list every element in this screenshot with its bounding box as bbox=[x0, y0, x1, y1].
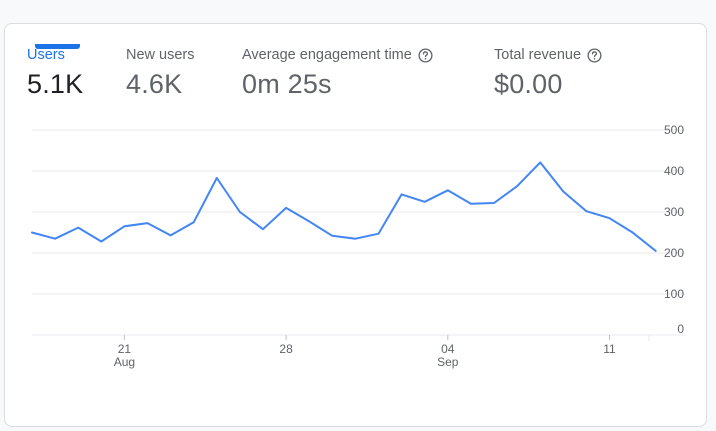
metric-tab-new-users[interactable]: New users 4.6K bbox=[126, 47, 195, 100]
y-tick-label: 500 bbox=[664, 123, 684, 137]
x-tick-label: 04 bbox=[441, 342, 455, 356]
users-overview-card: Users 5.1K New users 4.6K Average engage… bbox=[4, 23, 707, 427]
metric-value: 4.6K bbox=[126, 69, 183, 99]
y-tick-label: 400 bbox=[664, 164, 684, 178]
metric-label: Users bbox=[27, 47, 65, 63]
metric-tab-total-revenue[interactable]: Total revenue $0.00 bbox=[494, 47, 602, 100]
metric-value: 0m 25s bbox=[242, 69, 332, 99]
x-tick-label: 11 bbox=[603, 342, 616, 356]
x-tick-label: 28 bbox=[279, 342, 293, 356]
x-tick-label: 21 bbox=[118, 342, 132, 356]
metric-value: 5.1K bbox=[27, 69, 84, 99]
metric-label: Average engagement time bbox=[242, 47, 433, 63]
y-tick-label: 200 bbox=[664, 246, 684, 260]
active-tab-indicator bbox=[35, 44, 80, 49]
x-tick-sublabel: Aug bbox=[114, 355, 135, 369]
metric-label: New users bbox=[126, 47, 195, 63]
x-tick-sublabel: Sep bbox=[437, 355, 459, 369]
metric-tab-average-engagement-time[interactable]: Average engagement time 0m 25s bbox=[242, 47, 433, 100]
metric-label: Total revenue bbox=[494, 47, 602, 63]
y-tick-label: 0 bbox=[677, 322, 684, 336]
help-circle-icon[interactable] bbox=[418, 47, 433, 63]
metric-tab-users[interactable]: Users 5.1K bbox=[27, 47, 83, 100]
y-tick-label: 100 bbox=[664, 287, 684, 301]
metric-value: $0.00 bbox=[494, 69, 563, 99]
series-line bbox=[31, 161, 657, 252]
y-tick-label: 300 bbox=[664, 205, 684, 219]
help-circle-icon[interactable] bbox=[587, 47, 602, 63]
